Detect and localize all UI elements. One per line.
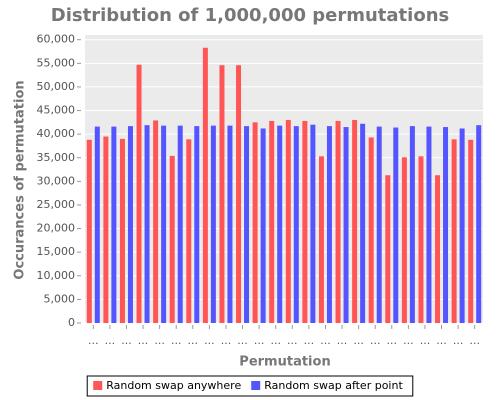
bar — [86, 139, 92, 323]
y-tick-label: 60,000 — [37, 33, 76, 46]
bar — [293, 126, 299, 324]
x-tick-label: ... — [320, 334, 331, 347]
bar — [219, 65, 225, 323]
y-tick-label: 35,000 — [37, 151, 76, 164]
x-tick-label: ... — [138, 334, 149, 347]
bar — [161, 125, 167, 324]
bar — [426, 126, 432, 323]
plot-background — [85, 35, 483, 323]
y-tick-label: 40,000 — [37, 127, 76, 140]
y-tick-label: 10,000 — [37, 269, 76, 282]
bar — [409, 126, 415, 324]
y-tick-label: 20,000 — [37, 222, 76, 235]
bar — [310, 124, 316, 323]
legend-label: Random swap after point — [264, 379, 403, 392]
x-tick-label: ... — [204, 334, 215, 347]
bar — [194, 126, 200, 324]
bar — [111, 126, 117, 323]
y-axis-label: Occurances of permutation — [13, 80, 28, 279]
bar — [451, 139, 457, 323]
x-tick-label: ... — [370, 334, 381, 347]
y-tick-label: 45,000 — [37, 104, 76, 117]
x-axis-label: Permutation — [239, 355, 330, 370]
bar — [285, 119, 291, 323]
x-tick-label: ... — [88, 334, 99, 347]
bar — [236, 65, 242, 323]
bar — [435, 175, 441, 323]
x-tick-label: ... — [270, 334, 281, 347]
bar — [136, 64, 142, 323]
bar — [459, 128, 465, 323]
x-tick-label: ... — [420, 334, 431, 347]
legend-label: Random swap anywhere — [106, 379, 241, 392]
bar — [360, 123, 366, 324]
x-tick-label: ... — [453, 334, 464, 347]
chart-title: Distribution of 1,000,000 permutations — [51, 5, 449, 26]
y-tick-label: 15,000 — [37, 245, 76, 258]
x-tick-label: ... — [121, 334, 132, 347]
x-tick-label: ... — [188, 334, 199, 347]
bar — [227, 125, 233, 324]
bar — [326, 126, 332, 324]
bar — [393, 127, 399, 323]
x-tick-label: ... — [221, 334, 232, 347]
legend-swatch — [251, 381, 261, 390]
bar — [468, 139, 474, 323]
x-tick-label: ... — [171, 334, 182, 347]
x-tick-label: ... — [353, 334, 364, 347]
bar — [269, 120, 275, 323]
bar — [119, 138, 125, 323]
bar — [210, 125, 216, 324]
bar — [443, 127, 449, 323]
bar — [177, 125, 183, 324]
x-tick-label: ... — [469, 334, 480, 347]
bar — [277, 125, 283, 324]
x-tick-label: ... — [436, 334, 447, 347]
legend-swatch — [93, 381, 103, 390]
bar — [127, 126, 133, 324]
bar — [103, 136, 109, 323]
bar — [368, 137, 374, 323]
bar — [352, 119, 358, 323]
bar — [252, 122, 258, 323]
bar — [343, 127, 349, 323]
bar — [418, 156, 424, 323]
bar — [335, 120, 341, 323]
bar — [476, 125, 482, 323]
y-tick-label: 55,000 — [37, 56, 76, 69]
bar — [202, 47, 208, 324]
x-tick-label: ... — [287, 334, 298, 347]
bar — [186, 139, 192, 323]
bar — [144, 125, 150, 323]
y-tick-label: 30,000 — [37, 174, 76, 187]
bar — [401, 157, 407, 323]
bar — [302, 120, 308, 323]
x-tick-label: ... — [403, 334, 414, 347]
bar — [94, 126, 100, 323]
bar — [260, 128, 266, 323]
bar — [244, 126, 250, 324]
x-tick-label: ... — [304, 334, 315, 347]
bar — [376, 126, 382, 323]
x-tick-label: ... — [337, 334, 348, 347]
x-tick-label: ... — [254, 334, 265, 347]
y-tick-label: 50,000 — [37, 80, 76, 93]
y-tick-label: 5,000 — [44, 292, 76, 305]
bar — [153, 120, 159, 323]
bar — [318, 156, 324, 323]
legend-box — [86, 375, 414, 397]
x-tick-label: ... — [237, 334, 248, 347]
x-tick-label: ... — [387, 334, 398, 347]
bar — [169, 155, 175, 323]
x-tick-label: ... — [154, 334, 165, 347]
x-tick-label: ... — [105, 334, 116, 347]
y-tick-label: 25,000 — [37, 198, 76, 211]
bar — [385, 175, 391, 323]
y-tick-label: 0 — [68, 316, 75, 329]
